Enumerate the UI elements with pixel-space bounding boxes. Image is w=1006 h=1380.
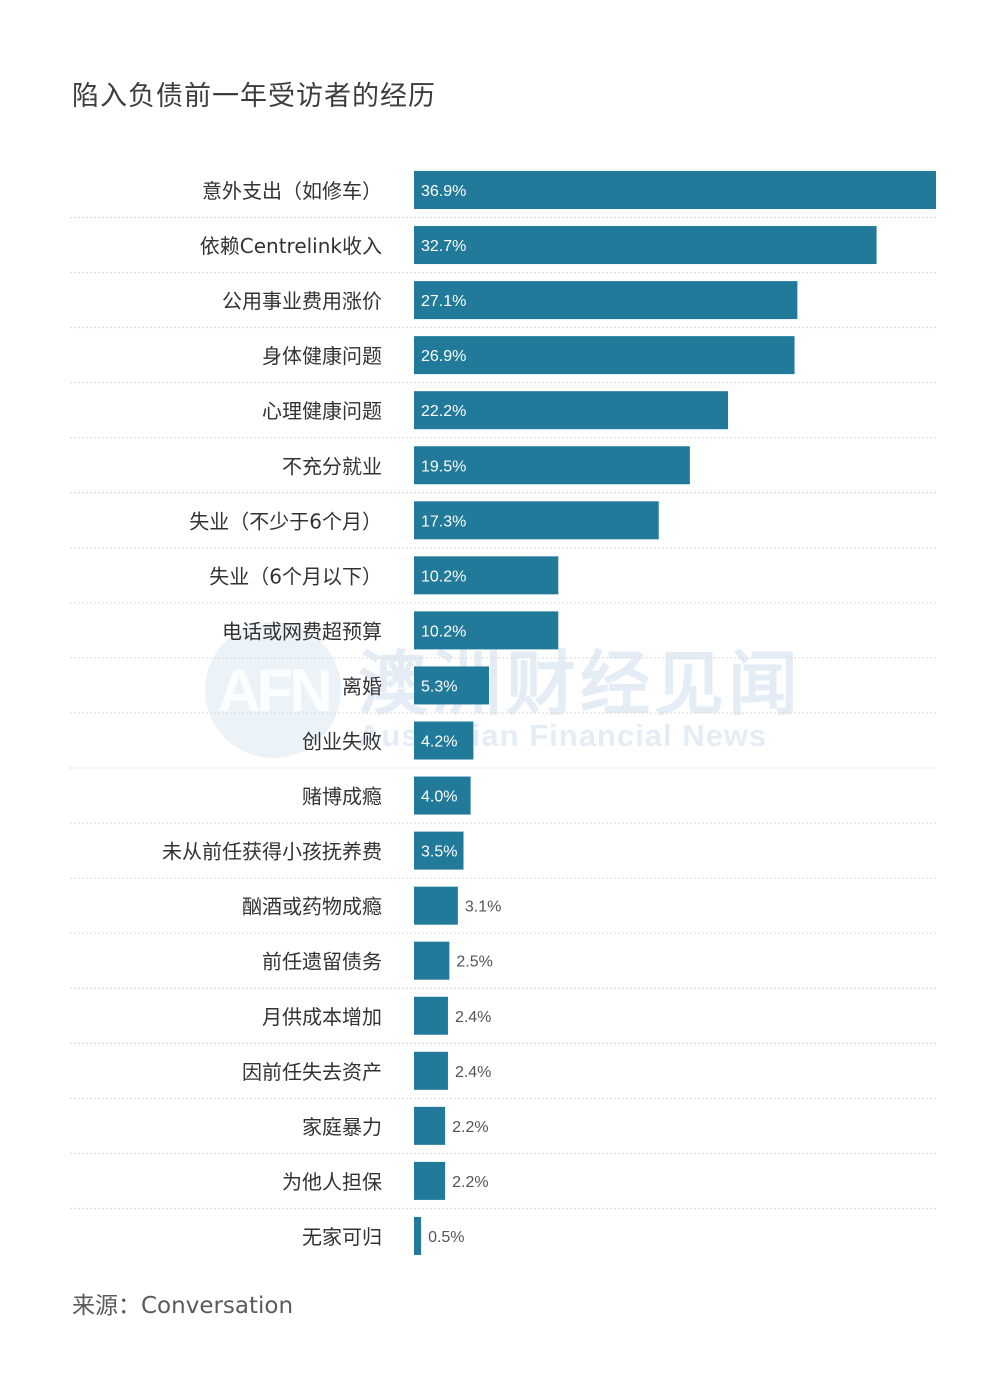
bar [414,281,798,320]
bar [414,501,659,540]
bar [414,776,471,815]
category-label: 心理健康问题 [262,399,382,423]
bar [414,446,690,485]
category-label: 因前任失去资产 [242,1060,382,1084]
bar [414,611,559,650]
bar [414,171,936,209]
bar [414,1216,422,1255]
category-label: 为他人担保 [282,1170,382,1194]
category-label: 失业（不少于6个月） [189,509,382,533]
value-label: 19.5% [421,458,466,475]
value-label: 26.9% [421,348,466,365]
source-note: 来源：Conversation [72,1293,294,1319]
category-label: 失业（6个月以下） [209,564,382,588]
bar [414,886,458,925]
value-label: 3.5% [421,844,457,861]
value-label: 36.9% [421,183,466,200]
category-label: 未从前任获得小孩抚养费 [162,840,382,864]
bar [414,941,450,980]
value-label: 2.5% [456,954,492,971]
category-label: 不充分就业 [282,454,382,478]
value-label: 5.3% [421,678,457,695]
value-label: 10.2% [421,623,466,640]
value-label: 10.2% [421,568,466,585]
value-label: 2.4% [455,1009,491,1026]
value-label: 27.1% [421,293,466,310]
category-label: 创业失败 [302,730,382,754]
bar [414,1051,448,1090]
bar [414,996,448,1035]
category-label: 电话或网费超预算 [222,619,382,643]
chart-title: 陷入负债前一年受访者的经历 [72,81,436,112]
category-label: 离婚 [342,674,382,698]
value-label: 2.2% [452,1174,488,1191]
value-label: 32.7% [421,238,466,255]
value-label: 4.2% [421,734,457,751]
bar [414,1161,446,1200]
category-label: 酗酒或药物成瘾 [242,895,382,919]
category-label: 意外支出（如修车） [202,179,382,203]
value-label: 2.4% [455,1064,491,1081]
value-label: 22.2% [421,403,466,420]
category-label: 月供成本增加 [262,1005,382,1029]
bar [414,721,474,760]
category-label: 无家可归 [302,1225,382,1249]
bar [414,556,559,595]
bar [414,1106,446,1145]
category-label: 家庭暴力 [302,1115,382,1139]
bar [414,391,729,430]
bar [414,666,489,705]
value-label: 3.1% [465,899,501,916]
bar [414,336,795,375]
category-label: 赌博成瘾 [302,785,382,809]
value-label: 2.2% [452,1119,488,1136]
category-label: 身体健康问题 [262,344,382,368]
value-label: 0.5% [428,1229,464,1246]
value-label: 4.0% [421,789,457,806]
category-label: 依赖Centrelink收入 [200,234,382,258]
category-label: 前任遗留债务 [262,950,382,974]
category-label: 公用事业费用涨价 [222,289,382,313]
bar [414,831,464,870]
value-label: 17.3% [421,513,466,530]
bar [414,226,877,265]
